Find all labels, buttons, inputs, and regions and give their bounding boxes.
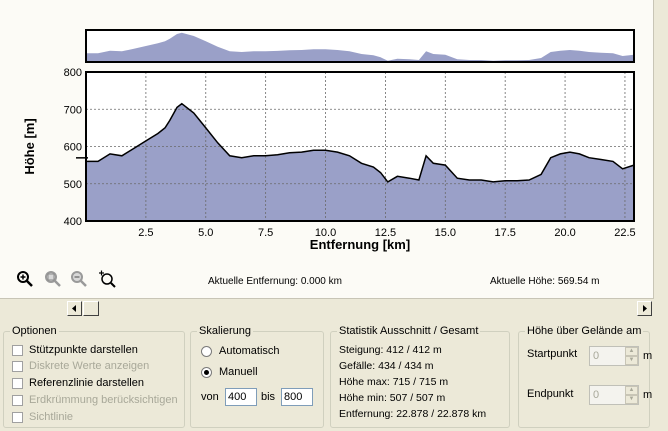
scroll-left-button[interactable]: [67, 301, 82, 316]
start-unit: m: [643, 350, 653, 362]
spin-up-icon: ▲: [625, 386, 638, 395]
spin-down-icon: ▼: [625, 395, 638, 404]
checkbox[interactable]: [12, 377, 23, 389]
x-tick-label: 12.5: [375, 227, 396, 239]
start-point-label: Startpunkt: [527, 348, 578, 360]
elevation-line: [86, 102, 635, 183]
plot-frame: [85, 71, 635, 222]
scroll-thumb[interactable]: [83, 301, 99, 316]
zoom-in-icon[interactable]: [16, 270, 34, 288]
x-tick-label: 17.5: [494, 227, 515, 239]
overview-strip[interactable]: [85, 29, 635, 63]
stat-ascent: Steigung: 412 / 412 m: [339, 344, 442, 356]
spin-down-icon: ▼: [625, 356, 638, 365]
x-tick-label: 22.5: [614, 227, 635, 239]
radio[interactable]: [201, 366, 212, 378]
main-plot[interactable]: 800 700 600 500 400 2.5 5.0 7.5 10.0 12.5 15.0 17.5…: [22, 67, 636, 252]
stat-distance: Entfernung: 22.878 / 22.878 km: [339, 408, 487, 420]
start-height-spinner: 0 ▲ ▼: [589, 346, 639, 366]
overview-frame: [85, 29, 635, 63]
stat-descent: Gefälle: 434 / 434 m: [339, 360, 434, 372]
end-height-spinner: 0 ▲ ▼: [589, 385, 639, 405]
zoom-fit-icon[interactable]: [98, 270, 116, 288]
option-reference-checkbox[interactable]: Referenzlinie darstellen: [12, 377, 144, 389]
x-tick-label: 5.0: [198, 227, 213, 239]
option-label: Diskrete Werte anzeigen: [29, 360, 150, 372]
checkbox[interactable]: [12, 344, 23, 356]
y-tick-label: 800: [64, 67, 82, 79]
profile-panel: 800 700 600 500 400 2.5 5.0 7.5 10.0 12.5 15.0 17.5…: [0, 0, 654, 299]
stat-max-height: Höhe max: 715 / 715 m: [339, 376, 449, 388]
option-sightline-checkbox: Sichtlinie: [12, 411, 73, 423]
end-point-label: Endpunkt: [527, 388, 574, 400]
overview-area: [86, 32, 634, 62]
scaling-title: Skalierung: [197, 325, 253, 337]
scroll-right-button[interactable]: [637, 301, 652, 316]
y-tick-label: 400: [64, 216, 82, 228]
y-tick-label: 700: [64, 104, 82, 116]
scale-to-input[interactable]: [281, 388, 313, 406]
option-curvature-checkbox: Erdkrümmung berücksichtigen: [12, 394, 178, 406]
terrain-height-group: Höhe über Gelände am Startpunkt 0 ▲ ▼ m …: [518, 325, 653, 428]
option-discrete-checkbox: Diskrete Werte anzeigen: [12, 360, 149, 372]
chevron-right-icon: [643, 305, 647, 312]
option-supports-checkbox[interactable]: Stützpunkte darstellen: [12, 344, 138, 356]
options-group: Optionen Stützpunkte darstellen Diskrete…: [3, 325, 185, 428]
statistics-title: Statistik Ausschnitt / Gesamt: [337, 325, 481, 337]
y-axis-label: Höhe [m]: [22, 118, 37, 174]
option-label: Sichtlinie: [29, 411, 74, 423]
scaling-manual-radio[interactable]: Manuell: [201, 366, 258, 378]
radio-label: Manuell: [219, 366, 258, 378]
current-distance-text: Aktuelle Entfernung: 0.000 km: [208, 276, 342, 287]
zoom-area-icon[interactable]: [44, 270, 62, 288]
elevation-profile-chart[interactable]: 800 700 600 500 400 2.5 5.0 7.5 10.0 12.5 15.0 17.5…: [0, 0, 653, 298]
terrain-title: Höhe über Gelände am: [525, 325, 644, 337]
y-tick-label: 600: [64, 142, 82, 154]
x-tick-label: 7.5: [258, 227, 273, 239]
checkbox: [12, 360, 23, 372]
scaling-group: Skalierung Automatisch Manuell von bis: [190, 325, 324, 428]
options-title: Optionen: [10, 325, 59, 337]
checkbox: [12, 411, 23, 423]
horizontal-scrollbar[interactable]: [67, 301, 653, 317]
stat-min-height: Höhe min: 507 / 507 m: [339, 392, 446, 404]
spin-up-icon: ▲: [625, 347, 638, 356]
option-label: Referenzlinie darstellen: [29, 377, 144, 389]
checkbox: [12, 394, 23, 406]
statistics-group: Statistik Ausschnitt / Gesamt Steigung: …: [330, 325, 510, 428]
zoom-out-icon[interactable]: [70, 270, 88, 288]
scaling-auto-radio[interactable]: Automatisch: [201, 345, 280, 357]
current-height-text: Aktuelle Höhe: 569.54 m: [490, 276, 600, 287]
end-height-value: 0: [593, 389, 600, 401]
x-tick-label: 2.5: [138, 227, 153, 239]
to-label: bis: [261, 391, 276, 403]
option-label: Stützpunkte darstellen: [29, 344, 138, 356]
end-unit: m: [643, 389, 653, 401]
y-tick-label: 500: [64, 179, 82, 191]
x-tick-label: 20.0: [554, 227, 575, 239]
start-height-value: 0: [593, 350, 600, 362]
x-tick-label: 15.0: [435, 227, 456, 239]
radio-label: Automatisch: [219, 345, 280, 357]
radio[interactable]: [201, 345, 212, 357]
option-label: Erdkrümmung berücksichtigen: [29, 394, 178, 406]
from-label: von: [201, 391, 219, 403]
x-axis-label: Entfernung [km]: [310, 237, 410, 252]
scale-from-input[interactable]: [225, 388, 257, 406]
elevation-area: [86, 103, 634, 221]
x-tick-label: 10.0: [315, 227, 336, 239]
